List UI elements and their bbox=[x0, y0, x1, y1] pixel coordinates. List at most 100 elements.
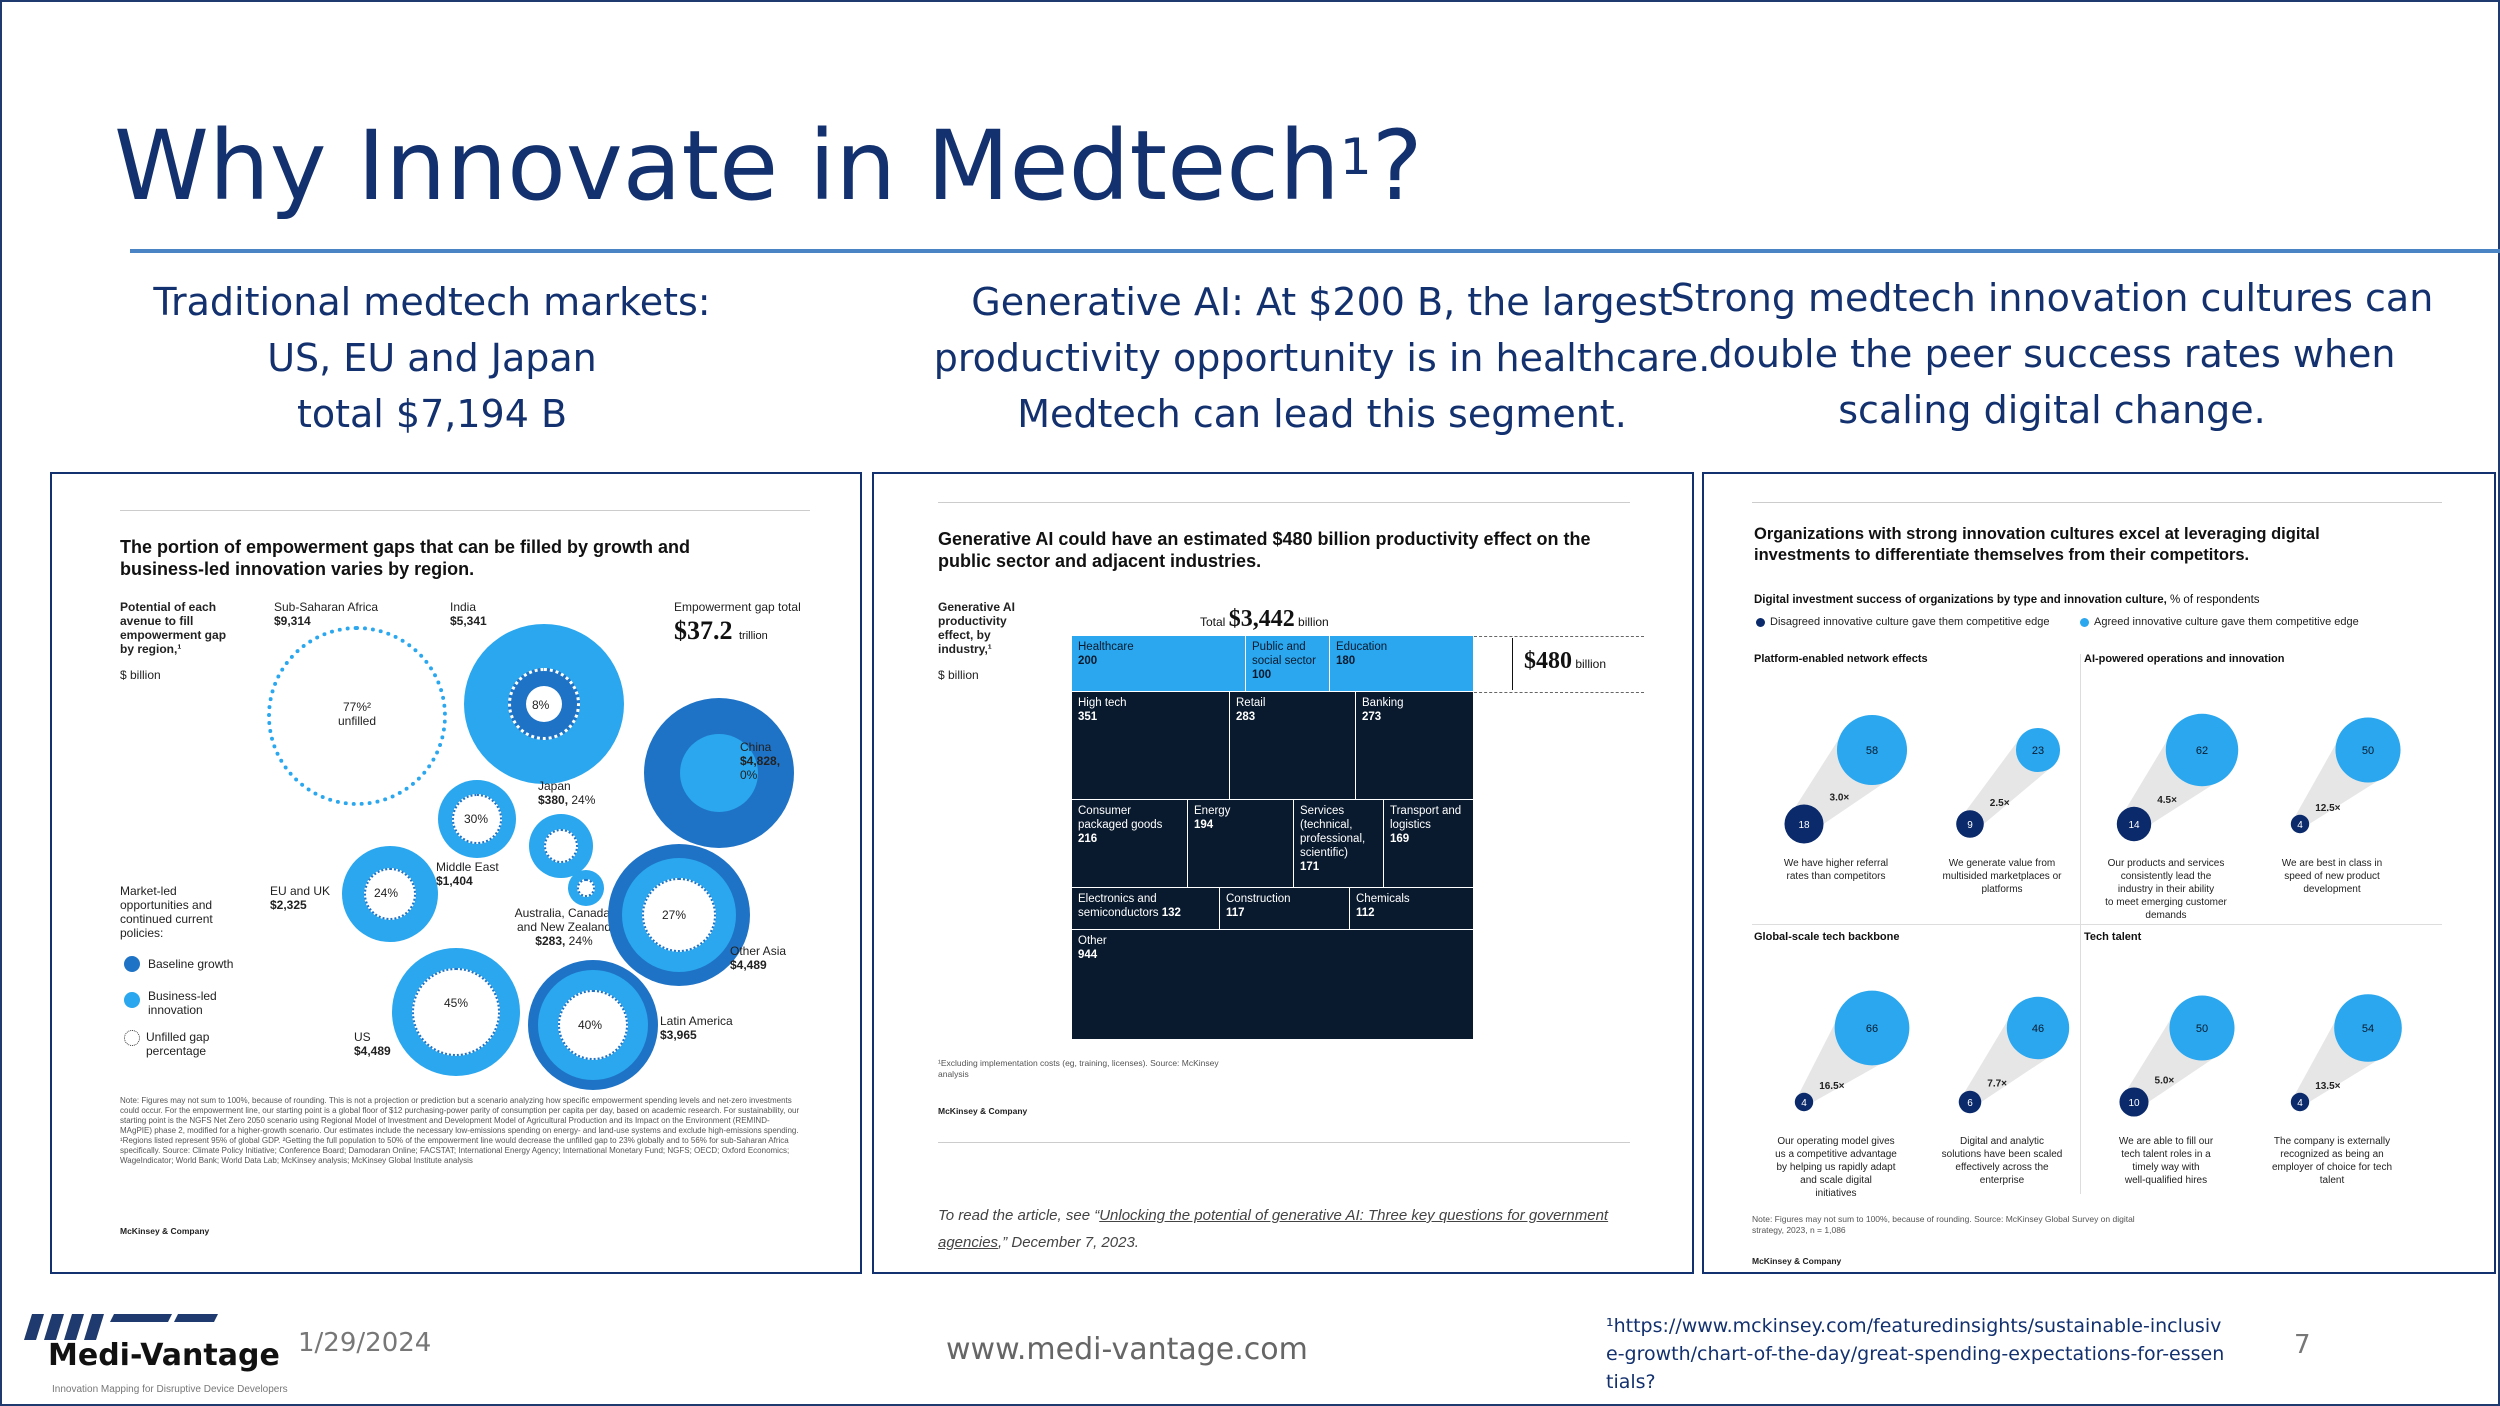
bubble-caption: Digital and analytic bbox=[1960, 1136, 2044, 1147]
bubble-caption: to meet emerging customer bbox=[2105, 897, 2227, 908]
read-prefix: To read the article, see “ bbox=[938, 1207, 1100, 1224]
bubble-caption: demands bbox=[2145, 910, 2186, 921]
column-1-heading: Traditional medtech markets: US, EU and … bbox=[52, 274, 812, 442]
cell-value: 194 bbox=[1194, 819, 1214, 831]
bubble-caption: effectively across the bbox=[1955, 1162, 2049, 1173]
bubble-disagree bbox=[1794, 1092, 1814, 1112]
website-link[interactable]: www.medi-vantage.com bbox=[946, 1332, 1308, 1367]
bubble-caption: consistently lead the bbox=[2121, 871, 2212, 882]
pct-us: 45% bbox=[444, 996, 469, 1010]
axis-unit: $ billion bbox=[938, 668, 979, 682]
circle-us-gap bbox=[412, 968, 500, 1056]
pct-india: 8% bbox=[532, 698, 550, 712]
legend-swatch-baseline bbox=[124, 956, 140, 972]
section-title: Tech talent bbox=[2084, 931, 2142, 943]
bubble-caption: Our operating model gives bbox=[1777, 1136, 1894, 1147]
legend-swatch-disagree bbox=[1756, 618, 1765, 627]
title-question-mark: ? bbox=[1371, 110, 1423, 222]
bubble-disagree bbox=[1956, 810, 1984, 838]
region-pct: 0% bbox=[740, 768, 758, 782]
label-eu-uk: EU and UK $2,325 bbox=[270, 884, 330, 912]
heading-line: Strong medtech innovation cultures can bbox=[1670, 276, 2434, 320]
footnote-link[interactable]: ¹https://www.mckinsey.com/featuredinsigh… bbox=[1606, 1315, 2225, 1393]
region-value: $4,489 bbox=[354, 1044, 391, 1058]
region-value: $380, bbox=[538, 793, 569, 807]
bubble-agree bbox=[2006, 996, 2070, 1060]
bubble-agree-value: 58 bbox=[1866, 745, 1878, 757]
bracket-top-line bbox=[1474, 636, 1644, 638]
region-name: US bbox=[354, 1030, 371, 1044]
panel-notes: Note: Figures may not sum to 100%, becau… bbox=[120, 1096, 800, 1165]
region-pct: 24% bbox=[568, 934, 593, 948]
cell-label: Electronics and semiconductors bbox=[1078, 893, 1159, 919]
total-value: $3,442 bbox=[1228, 606, 1295, 632]
treemap-cell-education: Education 180 bbox=[1330, 636, 1474, 692]
region-name: Latin America bbox=[660, 1014, 733, 1028]
legend-disagree: Disagreed innovative culture gave them c… bbox=[1770, 616, 2050, 628]
cell-value: 180 bbox=[1336, 655, 1356, 667]
panel-top-rule bbox=[938, 502, 1630, 503]
bubble-caption: We are best in class in bbox=[2282, 858, 2382, 869]
region-name: Sub-Saharan Africa bbox=[274, 600, 379, 614]
bubble-agree bbox=[2165, 713, 2239, 787]
gap-total-value: $37.2 trillion bbox=[674, 616, 768, 646]
cell-label: Education bbox=[1336, 641, 1388, 653]
treemap-cell-retail: Retail 283 bbox=[1230, 692, 1356, 800]
column-3-heading: Strong medtech innovation cultures can d… bbox=[1642, 270, 2462, 438]
bubble-disagree bbox=[2290, 814, 2310, 834]
cell-value: 100 bbox=[1252, 669, 1272, 681]
brand-label: McKinsey & Company bbox=[938, 1106, 1028, 1116]
treemap-cell-construction: Construction 117 bbox=[1220, 888, 1350, 930]
slide-title: Why Innovate in Medtech1? bbox=[114, 110, 1423, 222]
pct-eu-uk: 24% bbox=[374, 886, 399, 900]
panel-top-rule bbox=[120, 510, 810, 511]
bubble-disagree-value: 10 bbox=[2128, 1098, 2140, 1109]
logo-name: Medi-Vantage bbox=[48, 1338, 280, 1373]
article-link[interactable]: Unlocking the potential of generative AI… bbox=[938, 1207, 1609, 1251]
region-name: Middle East bbox=[436, 860, 499, 874]
subtitle-text: Digital investment success of organizati… bbox=[1754, 594, 2167, 606]
bubble-caption: Our products and services bbox=[2108, 858, 2225, 869]
treemap-cell-energy: Energy 194 bbox=[1188, 800, 1294, 888]
ratio-label: 4.5× bbox=[2157, 795, 2177, 806]
bubble-caption: We generate value from bbox=[1949, 858, 2056, 869]
bubble-agree bbox=[2015, 727, 2061, 773]
bubble-agree-value: 23 bbox=[2032, 745, 2044, 757]
label-china: China $4,828, 0% bbox=[740, 740, 780, 782]
bubble-agree-value: 54 bbox=[2362, 1023, 2374, 1035]
legend-unfilled: Unfilled gap percentage bbox=[146, 1030, 210, 1058]
ratio-label: 12.5× bbox=[2315, 803, 2340, 814]
legend-swatch-business bbox=[124, 992, 140, 1008]
read-article: To read the article, see “Unlocking the … bbox=[938, 1202, 1618, 1256]
cell-value: 944 bbox=[1078, 949, 1098, 961]
treemap-cell-chemicals: Chemicals 112 bbox=[1350, 888, 1474, 930]
column-2-heading: Generative AI: At $200 B, the largest pr… bbox=[857, 274, 1787, 442]
ratio-label: 7.7× bbox=[1987, 1079, 2007, 1090]
circle-japan-gap bbox=[544, 829, 578, 863]
bubble-caption: solutions have been scaled bbox=[1942, 1149, 2063, 1160]
read-suffix: ,” December 7, 2023. bbox=[998, 1234, 1139, 1251]
cell-label: Banking bbox=[1362, 697, 1404, 709]
cell-label: Construction bbox=[1226, 893, 1291, 905]
legend-title: Market-led opportunities and continued c… bbox=[120, 884, 213, 940]
label-sub-saharan-africa: Sub-Saharan Africa $9,314 bbox=[274, 600, 378, 628]
logo-tagline: Innovation Mapping for Disruptive Device… bbox=[52, 1384, 288, 1395]
bubble-caption: industry in their ability bbox=[2118, 884, 2214, 895]
cell-label: Chemicals bbox=[1356, 893, 1410, 905]
bubble-agree-value: 50 bbox=[2362, 745, 2374, 757]
treemap-cell-high-tech: High tech 351 bbox=[1072, 692, 1230, 800]
panel-title: The portion of empowerment gaps that can… bbox=[120, 537, 691, 579]
axis-label: Potential of each avenue to fill empower… bbox=[120, 600, 227, 656]
region-value: $4,828, bbox=[740, 754, 781, 768]
bubble-agree bbox=[1834, 990, 1910, 1066]
gap-value: $37.2 bbox=[674, 616, 733, 645]
bubble-caption: speed of new product bbox=[2284, 871, 2380, 882]
cell-label: Other bbox=[1078, 935, 1107, 947]
title-text: Why Innovate in Medtech bbox=[114, 110, 1340, 222]
bubble-caption: well-qualified hires bbox=[2124, 1175, 2207, 1186]
treemap-cell-public-sector: Public and social sector 100 bbox=[1246, 636, 1330, 692]
cell-value: 216 bbox=[1078, 833, 1098, 845]
bubble-chart: Platform-enabled network effects 58 18 3.0×… bbox=[1754, 653, 2402, 1199]
cell-label: Retail bbox=[1236, 697, 1266, 709]
section-title: Platform-enabled network effects bbox=[1754, 653, 1928, 665]
